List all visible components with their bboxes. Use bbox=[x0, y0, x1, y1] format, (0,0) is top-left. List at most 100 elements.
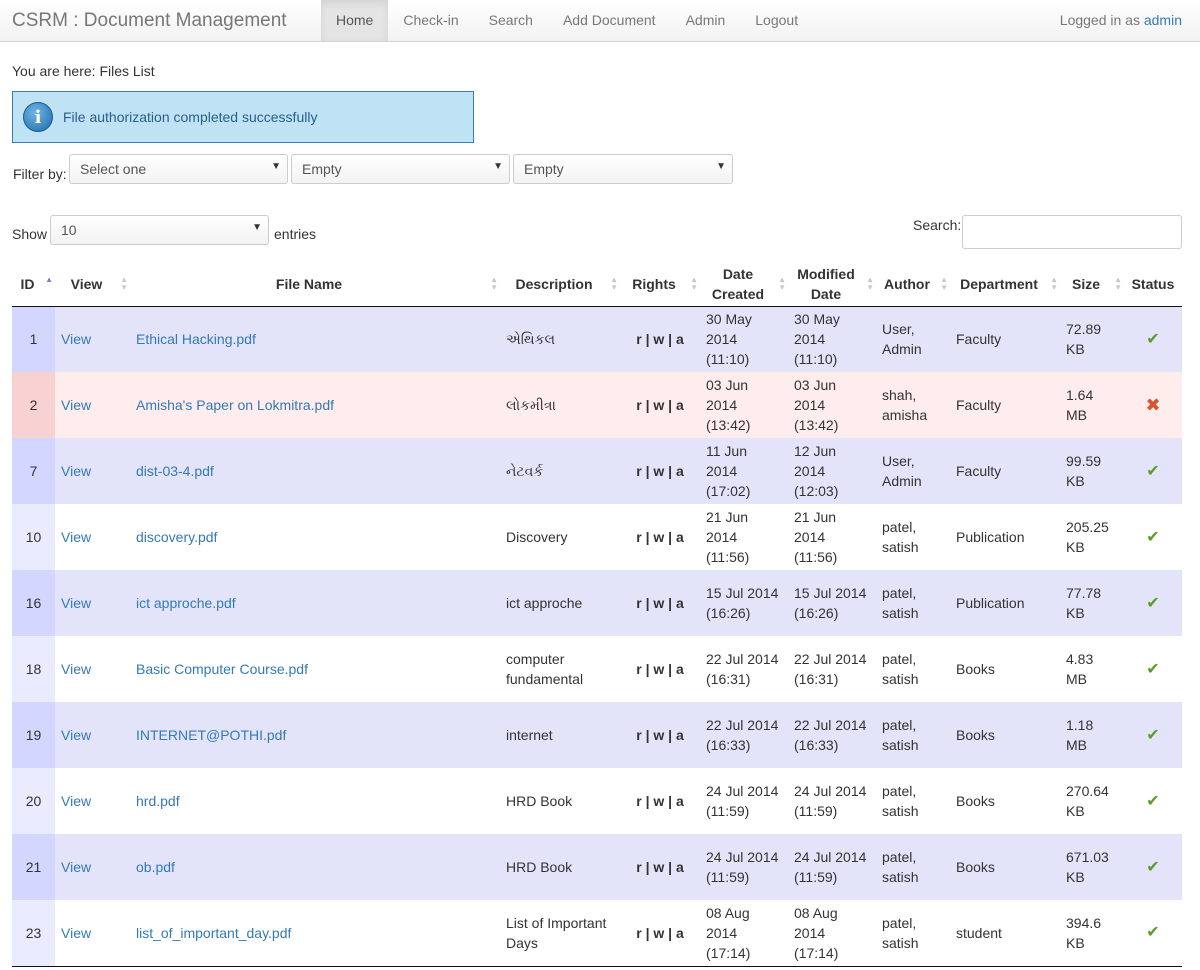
cell-department: Books bbox=[950, 636, 1060, 702]
file-name-link[interactable]: list_of_important_day.pdf bbox=[136, 924, 292, 941]
alert-message: File authorization completed successfull… bbox=[63, 109, 318, 125]
cell-size: 1.64 MB bbox=[1060, 372, 1124, 438]
col-header-rights[interactable]: Rights ▲ ▼ bbox=[620, 262, 700, 307]
cell-view: View bbox=[55, 768, 130, 834]
table-header-row: ID ▲ View ▲ ▼ File Name ▲ ▼ Description ▲ ▼ Rig… bbox=[12, 262, 1182, 307]
logged-in-status: Logged in as admin bbox=[1060, 12, 1182, 28]
col-header-date-created[interactable]: Date Created ▲ ▼ bbox=[700, 262, 788, 307]
view-link[interactable]: View bbox=[61, 397, 92, 413]
table-row: 19 View INTERNET@POTHI.pdf internet r | w | … bbox=[12, 702, 1182, 768]
cell-department: Faculty bbox=[950, 306, 1060, 372]
view-link[interactable]: View bbox=[61, 529, 92, 545]
file-name-link[interactable]: dist-03-4.pdf bbox=[136, 463, 214, 479]
cell-size: 99.59 KB bbox=[1060, 438, 1124, 504]
nav-add-document[interactable]: Add Document bbox=[562, 12, 656, 28]
cell-id: 19 bbox=[12, 702, 55, 768]
cell-id: 20 bbox=[12, 768, 55, 834]
cell-department: Publication bbox=[950, 570, 1060, 636]
col-header-file-name[interactable]: File Name ▲ ▼ bbox=[130, 262, 500, 307]
col-header-department[interactable]: Department ▲ ▼ bbox=[950, 262, 1060, 307]
cell-file-name: dist-03-4.pdf bbox=[130, 438, 500, 504]
cell-view: View bbox=[55, 900, 130, 967]
col-header-size[interactable]: Size ▲ ▼ bbox=[1060, 262, 1124, 307]
cell-id: 2 bbox=[12, 372, 55, 438]
sort-icon: ▲ ▼ bbox=[1050, 274, 1058, 292]
sort-icon: ▲ ▼ bbox=[690, 274, 698, 292]
cell-author: shah, amisha bbox=[876, 372, 950, 438]
cell-file-name: Ethical Hacking.pdf bbox=[130, 306, 500, 372]
cell-size: 1.18 MB bbox=[1060, 702, 1124, 768]
entries-select[interactable]: 10 ▼ bbox=[50, 215, 269, 245]
cell-modified-date: 24 Jul 2014 (11:59) bbox=[788, 768, 876, 834]
checkmark-icon: ✔ bbox=[1146, 726, 1160, 744]
filter-select-2[interactable]: Empty ▼ bbox=[291, 154, 510, 184]
view-link[interactable]: View bbox=[61, 727, 92, 743]
cell-status: ✔ bbox=[1124, 306, 1182, 372]
nav-home[interactable]: Home bbox=[321, 0, 389, 41]
cell-modified-date: 12 Jun 2014 (12:03) bbox=[788, 438, 876, 504]
cell-date-created: 15 Jul 2014 (16:26) bbox=[700, 570, 788, 636]
view-link[interactable]: View bbox=[61, 793, 92, 809]
col-header-status[interactable]: Status bbox=[1124, 262, 1182, 307]
nav-admin[interactable]: Admin bbox=[685, 12, 726, 28]
sort-icon: ▲ ▼ bbox=[490, 274, 498, 292]
filter-select-1[interactable]: Select one ▼ bbox=[69, 154, 288, 184]
cell-modified-date: 21 Jun 2014 (11:56) bbox=[788, 504, 876, 570]
cell-view: View bbox=[55, 372, 130, 438]
view-link[interactable]: View bbox=[61, 859, 92, 875]
cell-author: User, Admin bbox=[876, 438, 950, 504]
sort-icon: ▲ ▼ bbox=[778, 274, 786, 292]
file-name-link[interactable]: Amisha's Paper on Lokmitra.pdf bbox=[136, 397, 334, 413]
nav-check-in[interactable]: Check-in bbox=[403, 12, 459, 28]
cell-author: patel, satish bbox=[876, 702, 950, 768]
col-header-view[interactable]: View ▲ ▼ bbox=[55, 262, 130, 307]
logged-in-user-link[interactable]: admin bbox=[1143, 12, 1182, 28]
chevron-down-icon: ▼ bbox=[716, 161, 726, 172]
table-row: 21 View ob.pdf HRD Book r | w | a 24 Jul 2014… bbox=[12, 834, 1182, 900]
nav-logout[interactable]: Logout bbox=[755, 12, 799, 28]
file-name-link[interactable]: ict approche.pdf bbox=[136, 595, 236, 611]
checkmark-icon: ✔ bbox=[1146, 462, 1160, 480]
view-link[interactable]: View bbox=[61, 661, 92, 677]
breadcrumb: You are here: Files List bbox=[12, 63, 155, 79]
cell-size: 4.83 MB bbox=[1060, 636, 1124, 702]
col-header-modified-date[interactable]: Modified Date ▲ ▼ bbox=[788, 262, 876, 307]
cell-status: ✔ bbox=[1124, 570, 1182, 636]
file-name-link[interactable]: INTERNET@POTHI.pdf bbox=[136, 727, 287, 743]
view-link[interactable]: View bbox=[61, 331, 92, 348]
table-row: 16 View ict approche.pdf ict approche r | w … bbox=[12, 570, 1182, 636]
filter-select-3[interactable]: Empty ▼ bbox=[513, 154, 733, 184]
table-row: 7 View dist-03-4.pdf નેટવર્ક r | w | a 11 Jun… bbox=[12, 438, 1182, 504]
checkmark-icon: ✔ bbox=[1146, 330, 1160, 348]
cell-modified-date: 15 Jul 2014 (16:26) bbox=[788, 570, 876, 636]
cell-id: 10 bbox=[12, 504, 55, 570]
view-link[interactable]: View bbox=[61, 924, 92, 941]
brand-title[interactable]: CSRM : Document Management bbox=[12, 10, 287, 31]
view-link[interactable]: View bbox=[61, 595, 92, 611]
col-header-description[interactable]: Description ▲ ▼ bbox=[500, 262, 620, 307]
cell-status: ✔ bbox=[1124, 702, 1182, 768]
cell-author: patel, satish bbox=[876, 570, 950, 636]
cell-modified-date: 03 Jun 2014 (13:42) bbox=[788, 372, 876, 438]
col-header-id[interactable]: ID ▲ bbox=[12, 262, 55, 307]
cell-description: Discovery bbox=[500, 504, 620, 570]
cell-id: 18 bbox=[12, 636, 55, 702]
view-link[interactable]: View bbox=[61, 463, 92, 479]
file-name-link[interactable]: Ethical Hacking.pdf bbox=[136, 331, 256, 348]
cell-author: patel, satish bbox=[876, 504, 950, 570]
col-header-author[interactable]: Author ▲ ▼ bbox=[876, 262, 950, 307]
checkmark-icon: ✔ bbox=[1146, 858, 1160, 876]
file-name-link[interactable]: ob.pdf bbox=[136, 859, 175, 875]
search-input[interactable] bbox=[962, 215, 1182, 249]
cell-view: View bbox=[55, 438, 130, 504]
nav-search[interactable]: Search bbox=[488, 12, 533, 28]
cell-view: View bbox=[55, 504, 130, 570]
file-name-link[interactable]: hrd.pdf bbox=[136, 793, 180, 809]
cell-id: 7 bbox=[12, 438, 55, 504]
file-name-link[interactable]: discovery.pdf bbox=[136, 529, 218, 545]
cell-status: ✔ bbox=[1124, 768, 1182, 834]
main-nav: Home Check-in Search Add Document Admin … bbox=[321, 0, 813, 41]
entries-select-value: 10 bbox=[61, 222, 77, 238]
file-name-link[interactable]: Basic Computer Course.pdf bbox=[136, 661, 308, 677]
cell-rights: r | w | a bbox=[620, 372, 700, 438]
